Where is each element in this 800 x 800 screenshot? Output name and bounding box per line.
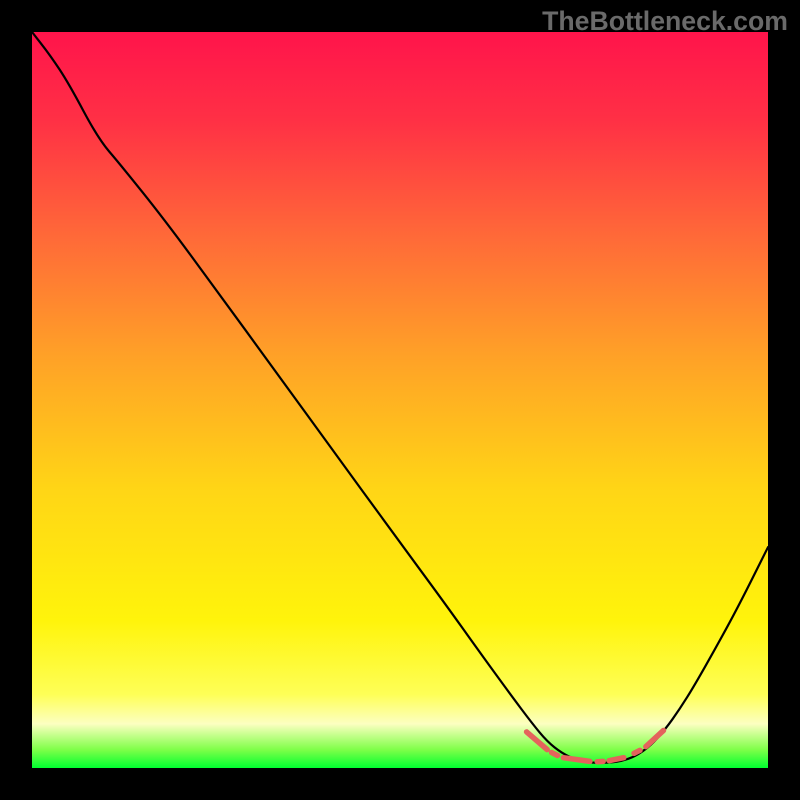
- chart-svg: [32, 32, 768, 768]
- optimal-range-dash: [552, 753, 558, 756]
- optimal-range-dash: [563, 758, 589, 762]
- optimal-range-dash: [527, 732, 548, 750]
- optimal-range-dash: [609, 758, 624, 761]
- bottleneck-curve: [32, 32, 768, 763]
- optimal-range-dash: [634, 750, 640, 753]
- optimal-range-dash: [646, 730, 664, 746]
- plot-area: [32, 32, 768, 768]
- watermark-text: TheBottleneck.com: [542, 6, 788, 37]
- chart-container: TheBottleneck.com: [0, 0, 800, 800]
